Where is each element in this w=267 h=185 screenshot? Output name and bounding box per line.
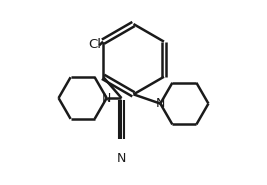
Text: N: N bbox=[156, 97, 165, 110]
Text: N: N bbox=[117, 152, 126, 165]
Text: N: N bbox=[102, 92, 111, 105]
Text: Cl: Cl bbox=[88, 38, 101, 51]
